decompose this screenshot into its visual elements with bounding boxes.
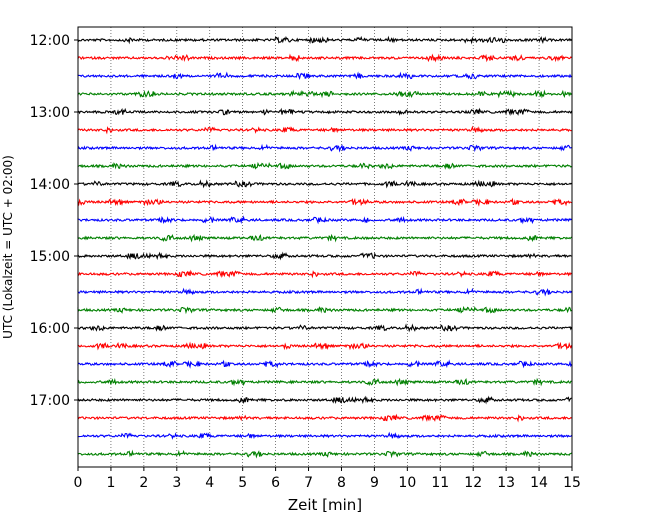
trace-1515 [77, 269, 572, 279]
trace-1345 [77, 161, 572, 170]
y-tick-label: 16:00 [30, 321, 70, 337]
trace-1400 [77, 179, 572, 189]
trace-lines [77, 35, 573, 459]
y-tick-label: 12:00 [30, 33, 70, 49]
trace-1600 [77, 323, 573, 333]
trace-1315 [77, 125, 572, 135]
trace-1500 [77, 251, 572, 261]
trace-1200 [77, 35, 573, 45]
x-tick-label: 14 [530, 475, 548, 491]
x-tick-label: 15 [563, 475, 581, 491]
x-tick-label: 9 [370, 475, 379, 491]
trace-1445 [77, 233, 572, 243]
trace-1745 [77, 449, 572, 459]
trace-1715 [77, 413, 572, 423]
trace-1430 [77, 215, 572, 225]
trace-1645 [77, 377, 572, 387]
y-tick-label: 14:00 [30, 177, 70, 193]
x-tick-label: 11 [431, 475, 449, 491]
trace-1630 [77, 359, 573, 369]
x-tick-label: 10 [398, 475, 416, 491]
x-tick-label: 0 [74, 475, 83, 491]
y-axis-ticks: 12:00 13:00 14:00 15:00 16:00 17:00 [30, 33, 78, 409]
plot-frame [77, 26, 573, 468]
x-tick-label: 1 [106, 475, 115, 491]
trace-1215 [77, 53, 572, 63]
trace-1300 [77, 107, 573, 117]
x-tick-label: 6 [271, 475, 280, 491]
y-axis-title: UTC (Lokalzeit = UTC + 02:00) [1, 155, 15, 339]
trace-1730 [77, 431, 573, 440]
trace-1700 [77, 395, 572, 405]
x-tick-label: 13 [497, 475, 515, 491]
y-tick-label: 13:00 [30, 105, 70, 121]
x-tick-label: 7 [304, 475, 313, 491]
trace-1530 [77, 287, 573, 297]
x-tick-label: 2 [139, 475, 148, 491]
trace-1330 [77, 143, 572, 153]
trace-1415 [77, 197, 572, 207]
trace-1245 [77, 89, 573, 99]
x-tick-label: 12 [464, 475, 482, 491]
trace-1545 [77, 305, 572, 315]
x-axis-ticks: 0 1 2 3 4 5 6 7 8 9 10 11 12 13 14 15 [74, 467, 581, 491]
x-tick-label: 4 [205, 475, 214, 491]
y-tick-label: 15:00 [30, 249, 70, 265]
trace-1615 [77, 341, 573, 351]
y-tick-label: 17:00 [30, 393, 70, 409]
x-tick-label: 5 [238, 475, 247, 491]
x-axis-title: Zeit [min] [288, 496, 362, 514]
trace-1230 [77, 71, 572, 80]
x-tick-label: 3 [172, 475, 181, 491]
x-tick-label: 8 [337, 475, 346, 491]
